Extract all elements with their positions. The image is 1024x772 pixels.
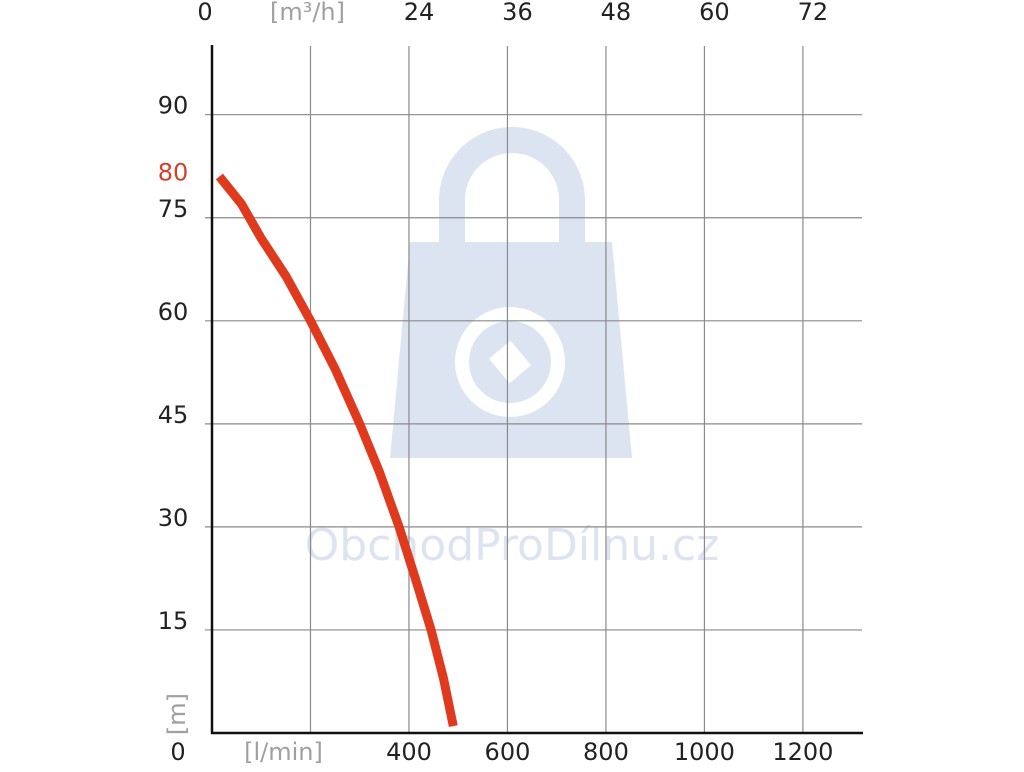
x-tick-label: 1000: [674, 738, 735, 766]
x2-tick-label: 60: [699, 0, 730, 26]
x2-tick-label: 72: [798, 0, 829, 26]
x-tick-label: 800: [583, 738, 629, 766]
y-tick-label: 90: [158, 92, 189, 120]
y-tick-label: 45: [158, 401, 189, 429]
x2-tick-label: 24: [404, 0, 435, 26]
max-head-label: 80: [158, 158, 189, 186]
y-tick-label: 75: [158, 195, 189, 223]
x2-tick-label: 48: [601, 0, 632, 26]
watermark-bag: [390, 127, 632, 458]
y-tick-label: 0: [170, 738, 185, 766]
x-tick-label: 600: [485, 738, 531, 766]
y-tick-label: 60: [158, 298, 189, 326]
x2-tick-label: 36: [502, 0, 533, 26]
x-tick-label: [l/min]: [244, 738, 323, 766]
y-axis-label: [m]: [163, 693, 191, 735]
y-tick-label: 30: [158, 504, 189, 532]
x-tick-label: 1200: [772, 738, 833, 766]
head-curve: [215, 173, 458, 728]
x-tick-label: 400: [386, 738, 432, 766]
x2-tick-label: [m³/h]: [270, 0, 345, 26]
x2-tick-label: 0: [197, 0, 212, 26]
watermark-text: ObchodProDílnu.cz: [305, 520, 720, 571]
y-tick-label: 15: [158, 607, 189, 635]
